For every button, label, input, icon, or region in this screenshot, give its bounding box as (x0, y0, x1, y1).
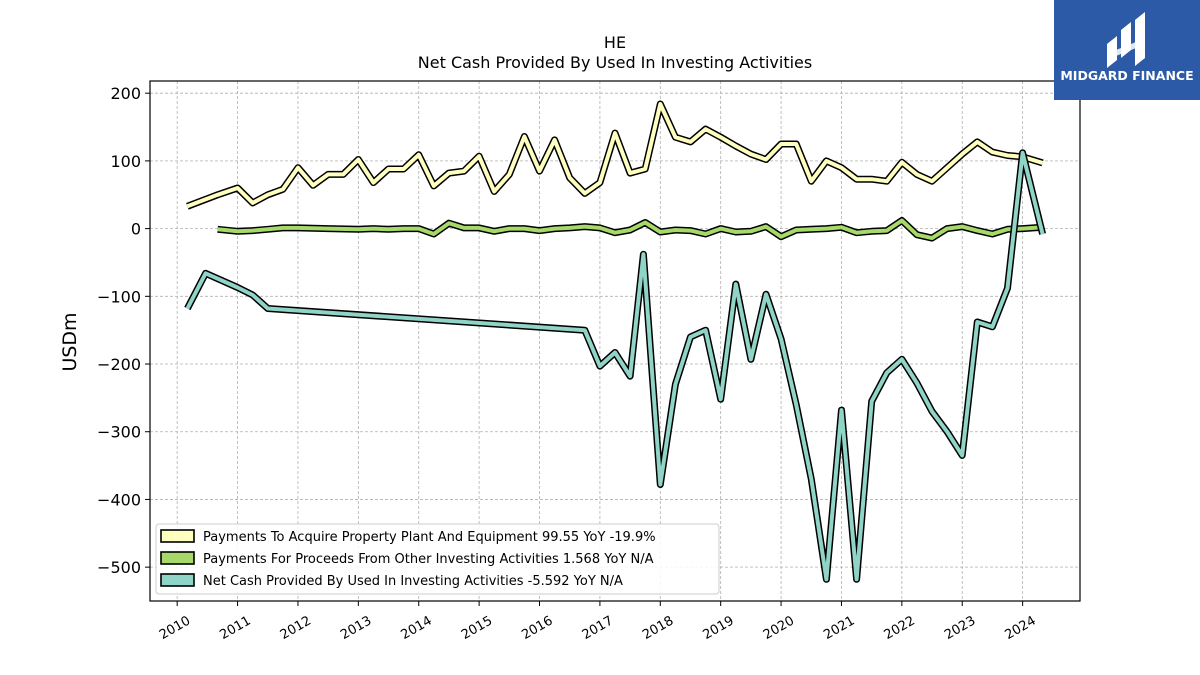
y-axis: 200 100 0 −100 −200 −300 −400 −500 (97, 84, 150, 577)
chart-subtitle: Net Cash Provided By Used In Investing A… (418, 53, 812, 72)
y-tick-label: −400 (97, 490, 141, 509)
y-tick-label: 100 (110, 152, 141, 171)
series-line-net-cash (185, 150, 1045, 582)
midgard-finance-logo: MIDGARD FINANCE (1054, 0, 1200, 100)
legend-label-ppe: Payments To Acquire Property Plant And E… (203, 530, 656, 545)
legend-label-other-investing: Payments For Proceeds From Other Investi… (203, 552, 654, 567)
legend-label-net-cash: Net Cash Provided By Used In Investing A… (203, 574, 623, 589)
series-line-ppe (186, 102, 1044, 209)
logo-mark-icon (1107, 12, 1145, 68)
legend-swatch-net-cash (160, 573, 195, 587)
y-tick-label: 0 (131, 220, 141, 239)
plot-frame (149, 80, 1081, 602)
y-tick-label: −200 (97, 355, 141, 374)
y-tick-label: −500 (97, 558, 141, 577)
y-tick-label: −100 (97, 287, 141, 306)
legend-swatch-other-investing (160, 551, 195, 565)
y-tick-label: 200 (110, 84, 141, 103)
y-axis-label: USDm (59, 312, 81, 371)
series-line-other-investing (217, 218, 1043, 241)
plot-lines (184, 100, 1046, 583)
chart-title: HE (604, 33, 626, 52)
logo-text: MIDGARD FINANCE (1060, 68, 1193, 83)
legend: Payments To Acquire Property Plant And E… (155, 523, 720, 595)
legend-swatch-ppe (160, 529, 195, 543)
y-tick-label: −300 (97, 423, 141, 442)
legend-box (155, 523, 720, 595)
